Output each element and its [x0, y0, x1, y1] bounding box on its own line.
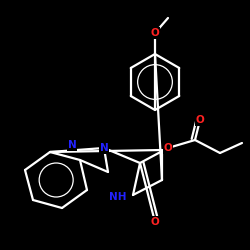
Text: O: O — [150, 28, 160, 38]
Text: NH: NH — [109, 192, 127, 202]
Text: N: N — [100, 143, 108, 153]
Text: O: O — [196, 115, 204, 125]
Text: O: O — [150, 217, 160, 227]
Text: N: N — [68, 140, 76, 150]
Text: O: O — [164, 143, 172, 153]
